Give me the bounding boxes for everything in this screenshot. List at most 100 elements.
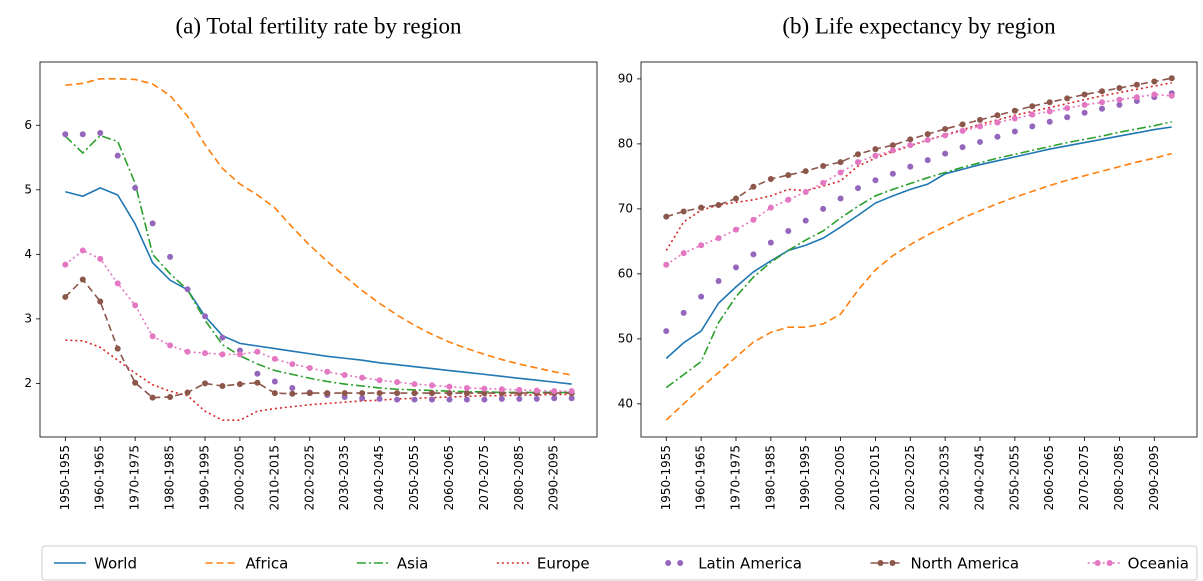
series-marker: [802, 188, 809, 195]
series-line: [665, 82, 1172, 251]
legend-text: Africa: [246, 555, 289, 573]
series-marker: [97, 255, 104, 262]
series-marker: [872, 152, 879, 159]
series-marker: [202, 380, 209, 387]
series-marker: [551, 388, 558, 395]
series-marker: [889, 142, 896, 149]
series-marker: [698, 293, 705, 300]
y-tick-label: 3: [24, 311, 32, 325]
series-marker: [907, 142, 914, 149]
series-marker: [394, 379, 401, 386]
series-marker: [767, 175, 774, 182]
x-tick-label: 2050-2055: [1007, 445, 1021, 510]
x-tick-label: 1950-1955: [58, 445, 72, 510]
series-marker: [942, 150, 949, 157]
series-line: [665, 152, 1172, 421]
plot-area: [39, 61, 598, 438]
series-marker: [149, 394, 156, 401]
series-marker: [663, 328, 670, 335]
series-line: [65, 339, 572, 422]
series-line: [64, 134, 572, 394]
series-marker: [994, 112, 1001, 119]
series-marker: [750, 216, 757, 223]
x-tick-label: 2020-2025: [302, 445, 316, 510]
series-marker: [959, 127, 966, 134]
y-tick-label: 4: [24, 247, 32, 261]
series-marker: [785, 196, 792, 203]
series-marker: [785, 172, 792, 179]
y-tick-label: 70: [618, 201, 633, 215]
series-marker: [533, 387, 540, 394]
series-marker: [97, 298, 104, 305]
series-marker: [837, 169, 844, 176]
series-line: [64, 278, 572, 399]
series-marker: [663, 261, 670, 268]
legend-marker: [1094, 560, 1101, 566]
series-marker: [924, 157, 931, 164]
series-marker: [1099, 99, 1106, 106]
y-tick-label: 6: [24, 118, 32, 132]
series-marker: [820, 205, 827, 212]
series-marker: [767, 239, 774, 246]
series-marker: [994, 133, 1001, 140]
series-marker: [254, 348, 261, 355]
series-marker: [977, 138, 984, 145]
x-tick-label: 1980-1985: [763, 445, 777, 510]
series-marker: [750, 251, 757, 258]
series-marker: [236, 381, 243, 388]
x-tick-label: 2080-2085: [1112, 445, 1126, 510]
series-marker: [854, 185, 861, 192]
series-marker: [977, 123, 984, 130]
series-marker: [184, 389, 191, 396]
series-marker: [1064, 105, 1071, 112]
series-marker: [271, 355, 278, 362]
series-marker: [959, 121, 966, 128]
series-marker: [663, 213, 670, 220]
x-tick-label: 2040-2045: [973, 445, 987, 510]
series-marker: [1081, 91, 1088, 98]
series-marker: [698, 242, 705, 249]
series-marker: [1099, 88, 1106, 95]
series-marker: [715, 201, 722, 208]
series-marker: [289, 390, 296, 397]
series-marker: [820, 179, 827, 186]
legend-marker: [889, 560, 896, 566]
series-marker: [942, 132, 949, 139]
series-marker: [889, 170, 896, 177]
x-tick-label: 2010-2015: [267, 445, 281, 510]
series-marker: [411, 390, 418, 397]
series-marker: [715, 278, 722, 285]
x-tick-label: 2090-2095: [547, 445, 561, 510]
series-marker: [114, 280, 121, 287]
series-marker: [907, 163, 914, 170]
series-marker: [359, 390, 366, 397]
y-tick-label: 2: [24, 376, 32, 390]
series-marker: [463, 396, 470, 403]
series-marker: [872, 177, 879, 184]
series-marker: [236, 351, 243, 358]
series-marker: [959, 144, 966, 151]
series-marker: [732, 195, 739, 202]
y-tick-label: 90: [618, 71, 633, 85]
series-marker: [1151, 78, 1158, 85]
legend-text: Latin America: [698, 555, 802, 573]
series-marker: [149, 220, 156, 227]
series-marker: [924, 131, 931, 138]
x-tick-label: 2060-2065: [442, 445, 456, 510]
series-marker: [516, 386, 523, 393]
series-marker: [79, 276, 86, 283]
series-marker: [132, 302, 139, 309]
series-marker: [715, 235, 722, 242]
series-marker: [219, 383, 226, 390]
series-marker: [446, 383, 453, 390]
series-marker: [1029, 111, 1036, 118]
series-marker: [306, 390, 313, 397]
series-marker: [394, 390, 401, 397]
legend-text: North America: [910, 555, 1019, 573]
series-marker: [132, 379, 139, 386]
legend-item: Asia: [356, 555, 428, 573]
x-tick-label: 2000-2005: [833, 445, 847, 510]
series-marker: [802, 217, 809, 224]
y-tick-label: 40: [618, 396, 633, 410]
legend-text: Oceania: [1128, 555, 1189, 573]
